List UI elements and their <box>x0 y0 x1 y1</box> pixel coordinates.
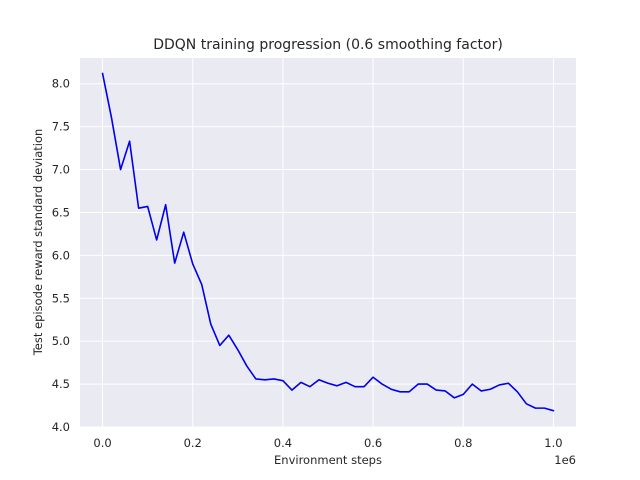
x-axis-offset-label: 1e6 <box>554 453 576 467</box>
y-tick-label: 6.0 <box>52 248 70 262</box>
y-tick-label: 6.5 <box>52 205 70 219</box>
x-axis-label: Environment steps <box>274 453 382 467</box>
y-axis-label: Test episode reward standard deviation <box>31 129 45 357</box>
x-tick-label: 0.6 <box>364 436 382 450</box>
x-tick-label: 0.0 <box>93 436 111 450</box>
x-tick-label: 1.0 <box>544 436 562 450</box>
x-grid <box>102 58 554 427</box>
x-tick-label: 0.4 <box>274 436 292 450</box>
y-tick-label: 4.0 <box>52 420 70 434</box>
y-tick-label: 5.0 <box>52 334 70 348</box>
x-tick-labels: 0.0 0.2 0.4 0.6 0.8 1.0 <box>93 436 562 450</box>
series-layer <box>101 72 555 412</box>
y-grid <box>80 83 576 428</box>
chart-title: DDQN training progression (0.6 smoothing… <box>153 37 503 53</box>
y-tick-label: 8.0 <box>52 77 70 91</box>
plot-area <box>80 58 576 427</box>
y-tick-label: 7.0 <box>52 163 70 177</box>
y-tick-label: 5.5 <box>52 291 70 305</box>
x-tick-label: 0.8 <box>454 436 472 450</box>
series-line <box>101 72 555 412</box>
y-tick-label: 7.5 <box>52 120 70 134</box>
x-tick-label: 0.2 <box>184 436 202 450</box>
y-tick-label: 4.5 <box>52 377 70 391</box>
y-tick-labels: 4.0 4.5 5.0 5.5 6.0 6.5 7.0 7.5 8.0 <box>52 77 70 434</box>
